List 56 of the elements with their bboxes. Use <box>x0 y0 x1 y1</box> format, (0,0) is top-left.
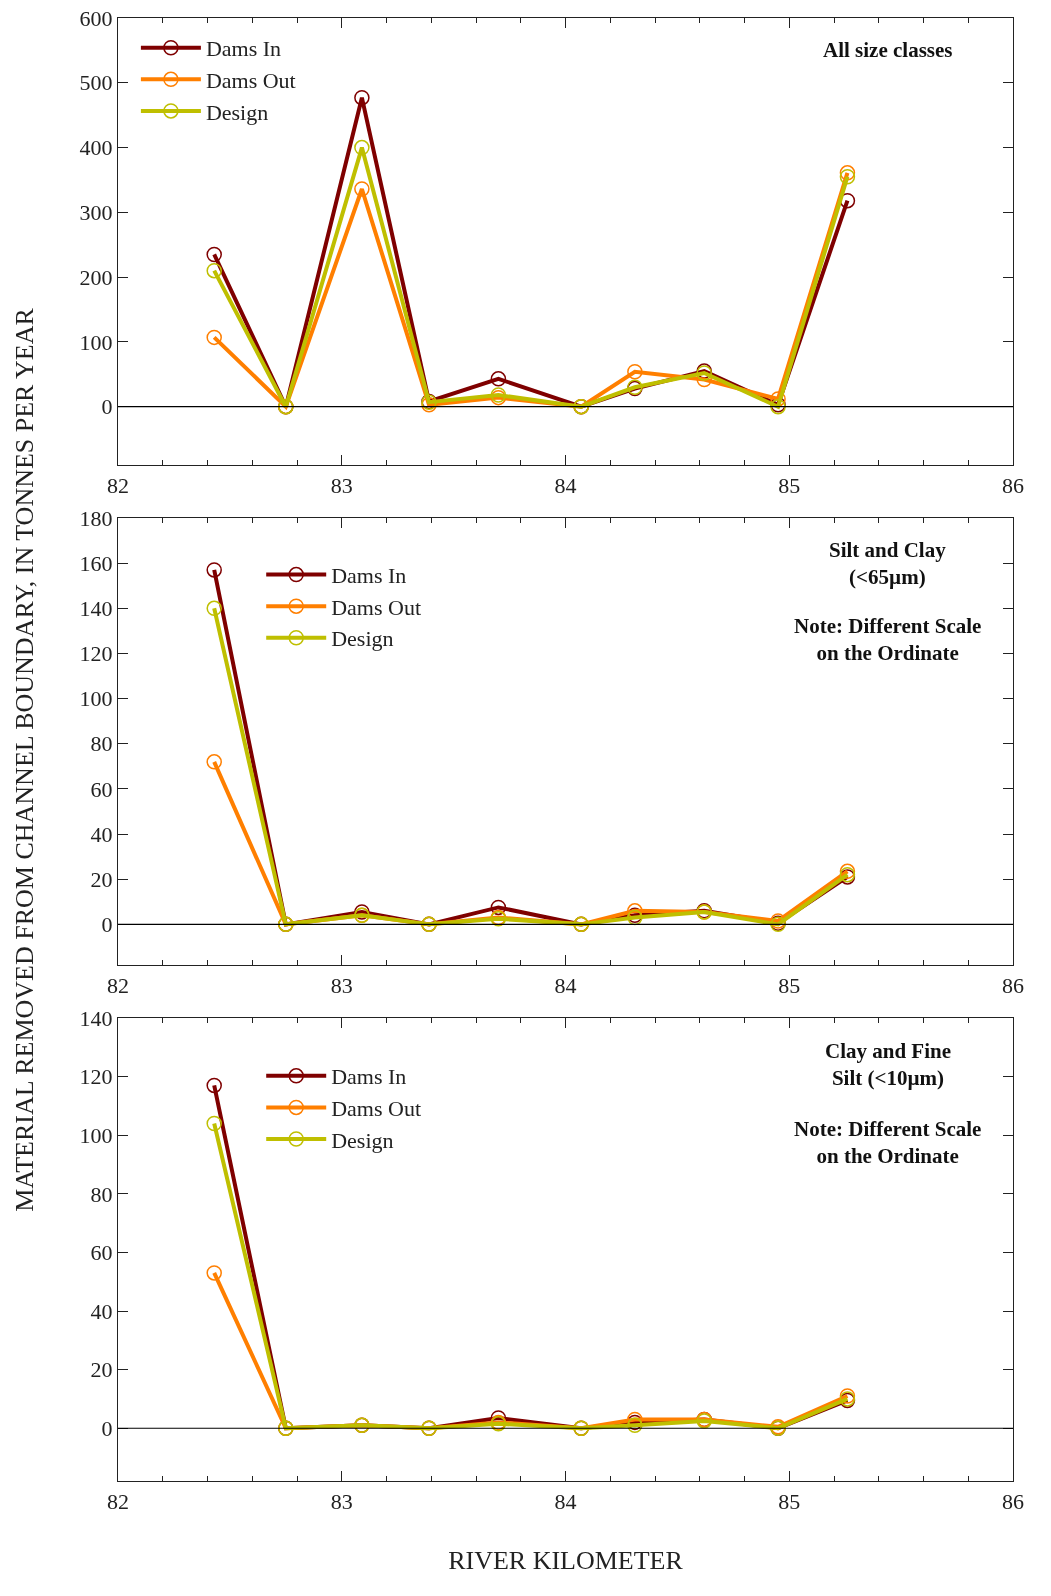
y-tick-label: 140 <box>79 1005 113 1031</box>
annotation: Clay and Fine Silt (<10µm) <box>825 1039 952 1091</box>
y-tick-label: 180 <box>79 505 113 531</box>
y-tick-label: 140 <box>79 596 113 621</box>
x-tick-label: 86 <box>1002 972 1024 998</box>
x-tick-label: 84 <box>554 972 577 998</box>
y-tick-label: 100 <box>79 1122 113 1148</box>
y-tick-label: 100 <box>79 686 113 712</box>
y-tick-label: 80 <box>90 731 113 757</box>
annotation: Silt and Clay (<65µm) <box>829 538 947 590</box>
x-axis-title: RIVER KILOMETER <box>448 1546 684 1576</box>
y-tick-label: 20 <box>90 866 113 892</box>
y-tick-label: 0 <box>101 912 113 938</box>
annotation: Note: Different Scale on the Ordinate <box>794 1117 982 1169</box>
x-tick-label: 83 <box>330 972 353 998</box>
x-tick-label: 85 <box>778 472 801 498</box>
annotation: Note: Different Scale on the Ordinate <box>794 614 982 666</box>
x-tick-label: 83 <box>330 472 353 498</box>
x-tick-label: 86 <box>1002 472 1024 498</box>
x-tick-label: 85 <box>778 972 801 998</box>
x-tick-label: 82 <box>107 472 129 498</box>
y-tick-label: 120 <box>79 1064 113 1090</box>
y-tick-label: 0 <box>101 394 113 420</box>
y-tick-label: 40 <box>90 1298 113 1324</box>
y-tick-label: 100 <box>79 329 113 355</box>
y-tick-label: 60 <box>90 776 113 802</box>
legend-label: Design <box>331 1127 394 1153</box>
y-tick-label: 80 <box>90 1181 113 1207</box>
y-tick-label: 500 <box>79 70 113 96</box>
x-tick-label: 82 <box>107 972 129 998</box>
legend-label: Dams Out <box>331 1096 422 1122</box>
legend-label: Design <box>331 626 394 652</box>
y-tick-label: 400 <box>79 135 113 161</box>
legend-label: Design <box>205 99 269 125</box>
legend-label: Dams Out <box>331 594 422 620</box>
y-tick-label: 120 <box>79 641 113 667</box>
y-tick-label: 20 <box>90 1357 113 1383</box>
y-tick-label: 300 <box>79 200 113 226</box>
x-tick-label: 84 <box>554 472 577 498</box>
x-tick-label: 86 <box>1002 1488 1024 1514</box>
y-tick-label: 200 <box>79 264 113 290</box>
x-tick-label: 84 <box>554 1488 577 1514</box>
y-tick-label: 0 <box>101 1415 113 1441</box>
legend-label: Dams In <box>331 563 407 589</box>
legend-label: Dams In <box>205 36 282 62</box>
annotation: All size classes <box>823 38 953 62</box>
legend-label: Dams Out <box>205 67 296 93</box>
x-tick-label: 82 <box>107 1488 129 1514</box>
y-tick-label: 60 <box>90 1240 113 1266</box>
y-tick-label: 40 <box>90 821 113 847</box>
y-tick-label: 160 <box>79 550 113 576</box>
x-tick-label: 83 <box>330 1488 353 1514</box>
x-tick-label: 85 <box>778 1488 801 1514</box>
y-tick-label: 600 <box>79 5 113 31</box>
legend-label: Dams In <box>331 1064 407 1090</box>
y-axis-title: MATERIAL REMOVED FROM CHANNEL BOUNDARY, IN TONNES PER YEAR <box>10 308 40 1212</box>
